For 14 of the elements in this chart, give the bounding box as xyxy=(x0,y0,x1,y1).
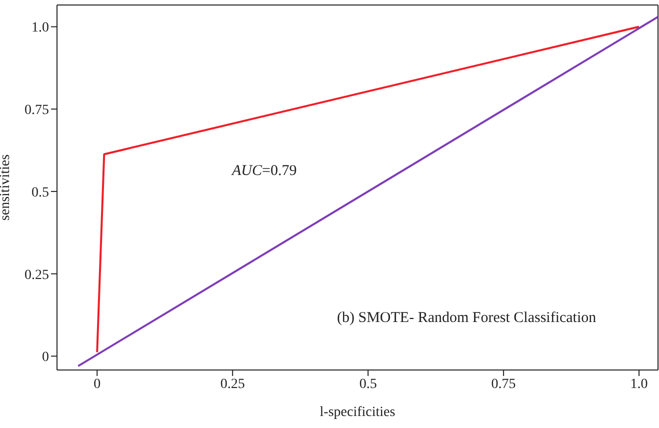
y-tick-label: 0 xyxy=(42,350,49,366)
annotation: AUC=0.79 xyxy=(232,163,297,180)
y-axis-title: sensitivities xyxy=(0,154,13,221)
x-tick-label: 1.0 xyxy=(630,376,648,392)
y-tick-label: 0.5 xyxy=(32,185,49,200)
y-tick-label: 0.25 xyxy=(24,268,49,283)
annotation: (b) SMOTE- Random Forest Classification xyxy=(337,310,596,327)
x-tick-label: 0 xyxy=(94,376,101,392)
x-tick-label: 0.75 xyxy=(491,376,516,392)
x-tick-label: 0.25 xyxy=(220,376,245,392)
y-tick-label: 1.0 xyxy=(32,20,49,36)
y-tick-label: 0.75 xyxy=(24,103,49,118)
x-axis-title: l-specificities xyxy=(320,405,396,420)
x-tick-label: 0.5 xyxy=(359,376,377,392)
